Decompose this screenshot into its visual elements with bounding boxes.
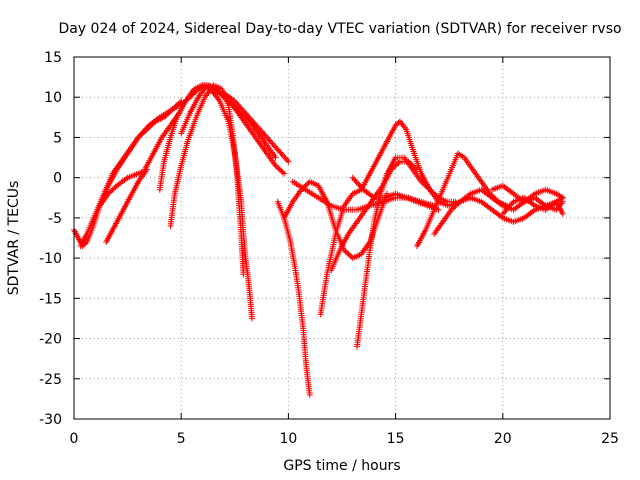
series-layer <box>71 82 566 398</box>
series-markers <box>349 174 442 213</box>
series-markers <box>499 194 566 217</box>
y-tick-label: -15 <box>39 291 62 307</box>
x-axis-label: GPS time / hours <box>283 458 400 474</box>
y-tick-label: -5 <box>48 211 62 227</box>
y-tick-label: -25 <box>39 372 62 388</box>
x-tick-label: 15 <box>387 431 405 447</box>
series-arc-i <box>210 90 292 165</box>
x-tick-label: 0 <box>70 431 79 447</box>
series-markers <box>77 98 185 249</box>
series-arc-j <box>274 198 313 398</box>
series-markers <box>167 82 247 278</box>
series-markers <box>354 154 459 350</box>
series-markers <box>210 90 292 165</box>
y-tick-label: 10 <box>44 90 62 106</box>
series-markers <box>96 168 148 209</box>
series-markers <box>274 198 313 398</box>
x-tick-label: 25 <box>601 431 619 447</box>
series-arc-g <box>167 82 247 278</box>
series-arc-b <box>77 98 185 249</box>
chart-title: Day 024 of 2024, Sidereal Day-to-day VTE… <box>58 21 621 37</box>
axis-ticks: 0 5 10 15 20 25 15 10 5 0 -5 -10 -15 -20 -25 -30 <box>39 50 619 447</box>
series-arc-u <box>499 194 566 217</box>
series-arc-p <box>349 174 442 213</box>
x-tick-label: 20 <box>494 431 512 447</box>
series-arc-s <box>435 194 566 225</box>
x-tick-label: 10 <box>279 431 297 447</box>
plot-frame <box>73 56 611 420</box>
y-tick-label: -30 <box>39 412 62 428</box>
series-arc-m <box>317 118 442 318</box>
series-arc-d <box>96 168 148 209</box>
x-tick-label: 5 <box>177 431 186 447</box>
y-axis-label: SDTVAR / TECUs <box>6 181 22 296</box>
y-tick-label: 15 <box>44 50 62 66</box>
series-arc-o <box>354 154 459 350</box>
y-tick-label: 5 <box>53 130 62 146</box>
series-arc-c <box>103 166 150 245</box>
y-tick-label: -20 <box>39 332 62 348</box>
series-markers <box>435 194 566 225</box>
y-tick-label: 0 <box>53 171 62 187</box>
y-tick-label: -10 <box>39 251 62 267</box>
series-markers <box>103 166 150 245</box>
